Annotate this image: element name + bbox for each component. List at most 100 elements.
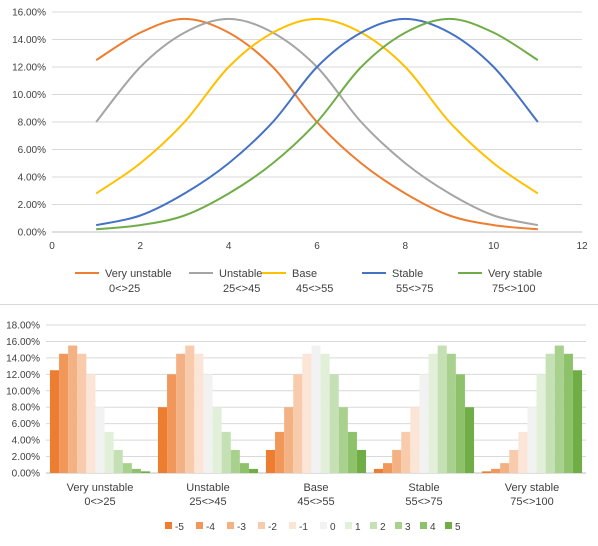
bar-chart: 0.00% 2.00% 4.00% 6.00% 8.00% 10.00% 12.00% 14.…: [6, 321, 586, 533]
bar: [572, 370, 583, 473]
bar: [86, 374, 96, 473]
bar: [464, 407, 475, 473]
bar-category-range: 45<>55: [297, 496, 334, 508]
bar-legend-label: 5: [455, 522, 461, 533]
bar: [284, 407, 294, 473]
bar-legend-label: 0: [330, 522, 336, 533]
bar-category-range: 25<>45: [189, 496, 226, 508]
line-chart-y-tick-label: 10.00%: [12, 90, 46, 101]
line-series-very-stable: [96, 17, 539, 231]
bar: [509, 449, 519, 473]
bar-legend-label: -3: [237, 522, 246, 533]
bar-chart-y-tick-label: 4.00%: [12, 436, 40, 447]
bar: [77, 353, 87, 473]
bar: [338, 407, 348, 473]
bar-legend-label: -1: [299, 522, 308, 533]
line-chart-x-tick-label: 10: [488, 241, 500, 252]
line-chart-x-tick-label: 4: [226, 241, 232, 252]
bar: [446, 353, 456, 473]
line-legend-label: Base: [292, 268, 317, 280]
bar-chart-bars: [49, 345, 583, 473]
bar-category-label: Unstable: [186, 482, 229, 494]
line-legend-range: 0<>25: [109, 283, 140, 295]
bar: [545, 353, 555, 473]
bar: [167, 374, 177, 473]
bar-legend-label: -4: [206, 522, 215, 533]
line-chart-x-tick-label: 8: [403, 241, 409, 252]
bar: [131, 468, 141, 473]
bar-chart-y-tick-label: 0.00%: [12, 469, 40, 480]
line-chart-x-tick-label: 0: [49, 241, 55, 252]
line-legend-label: Very unstable: [105, 268, 172, 280]
bar: [401, 431, 411, 473]
bar: [140, 471, 151, 473]
bar: [320, 353, 330, 473]
line-legend-label: Stable: [392, 268, 423, 280]
bar: [230, 449, 240, 473]
bar-legend-swatch: [445, 522, 452, 529]
line-chart-y-tick-label: 12.00%: [12, 63, 46, 74]
bar: [122, 463, 132, 473]
line-legend-range: 25<>45: [223, 283, 260, 295]
line-series-base: [95, 17, 539, 195]
bar: [419, 374, 429, 473]
bar: [356, 449, 367, 473]
bar-legend-label: -5: [175, 522, 184, 533]
bar-chart-y-tick-label: 16.00%: [6, 337, 40, 348]
bar: [265, 449, 276, 473]
bar-chart-y-tick-label: 14.00%: [6, 353, 40, 364]
bar-chart-y-tick-label: 18.00%: [6, 321, 40, 332]
bar-legend-swatch: [420, 522, 427, 529]
bar: [481, 471, 492, 473]
line-series-very-unstable: [95, 17, 538, 231]
bar: [293, 374, 303, 473]
bar-chart-y-tick-label: 8.00%: [12, 403, 40, 414]
bar-category-range: 0<>25: [84, 496, 115, 508]
bar: [563, 353, 573, 473]
bar: [49, 370, 60, 473]
line-legend-label: Very stable: [488, 268, 542, 280]
bar-category-range: 75<>100: [510, 496, 553, 508]
line-chart-y-tick-label: 6.00%: [18, 145, 46, 156]
bar: [311, 345, 321, 473]
bar: [373, 468, 384, 473]
line-chart-x-tick-label: 12: [576, 241, 588, 252]
bar-legend-swatch: [370, 522, 377, 529]
bar-legend-swatch: [258, 522, 265, 529]
bar: [428, 353, 438, 473]
line-legend-range: 45<>55: [296, 283, 333, 295]
bar: [68, 345, 78, 473]
line-chart-y-tick-label: 16.00%: [12, 8, 46, 19]
line-chart-y-axis: 0.00% 2.00% 4.00% 6.00% 8.00% 10.00% 12.00% 14.…: [12, 8, 46, 239]
line-chart-y-tick-label: 14.00%: [12, 35, 46, 46]
bar: [275, 431, 285, 473]
bar: [185, 345, 195, 473]
bar: [329, 374, 339, 473]
bar-legend-label: -2: [268, 522, 277, 533]
bar-legend-label: 1: [355, 522, 361, 533]
line-chart-y-tick-label: 0.00%: [18, 228, 46, 239]
bar-legend-swatch: [395, 522, 402, 529]
bar-category-label: Very unstable: [67, 482, 134, 494]
bar: [239, 463, 249, 473]
line-series-stable: [95, 17, 539, 227]
line-legend-range: 55<>75: [396, 283, 433, 295]
line-chart-x-tick-label: 6: [314, 241, 320, 252]
line-chart-x-axis: 0 2 4 6 8 10 12: [49, 241, 588, 252]
bar: [302, 353, 312, 473]
bar-chart-y-axis: 0.00% 2.00% 4.00% 6.00% 8.00% 10.00% 12.00% 14.…: [6, 321, 40, 480]
bar: [194, 353, 204, 473]
bar: [104, 431, 114, 473]
bar: [157, 407, 168, 473]
bar-chart-legend: -5 -4 -3 -2 -1 0 1 2 3 4 5: [165, 522, 461, 533]
line-chart-y-tick-label: 4.00%: [18, 173, 46, 184]
bar-legend-swatch: [320, 522, 327, 529]
bar: [221, 431, 231, 473]
bar: [59, 353, 69, 473]
bar-legend-swatch: [227, 522, 234, 529]
bar: [410, 407, 420, 473]
line-chart-series: [95, 17, 539, 231]
bar: [527, 407, 537, 473]
bar-chart-y-tick-label: 2.00%: [12, 452, 40, 463]
chart-separator: [0, 304, 598, 305]
